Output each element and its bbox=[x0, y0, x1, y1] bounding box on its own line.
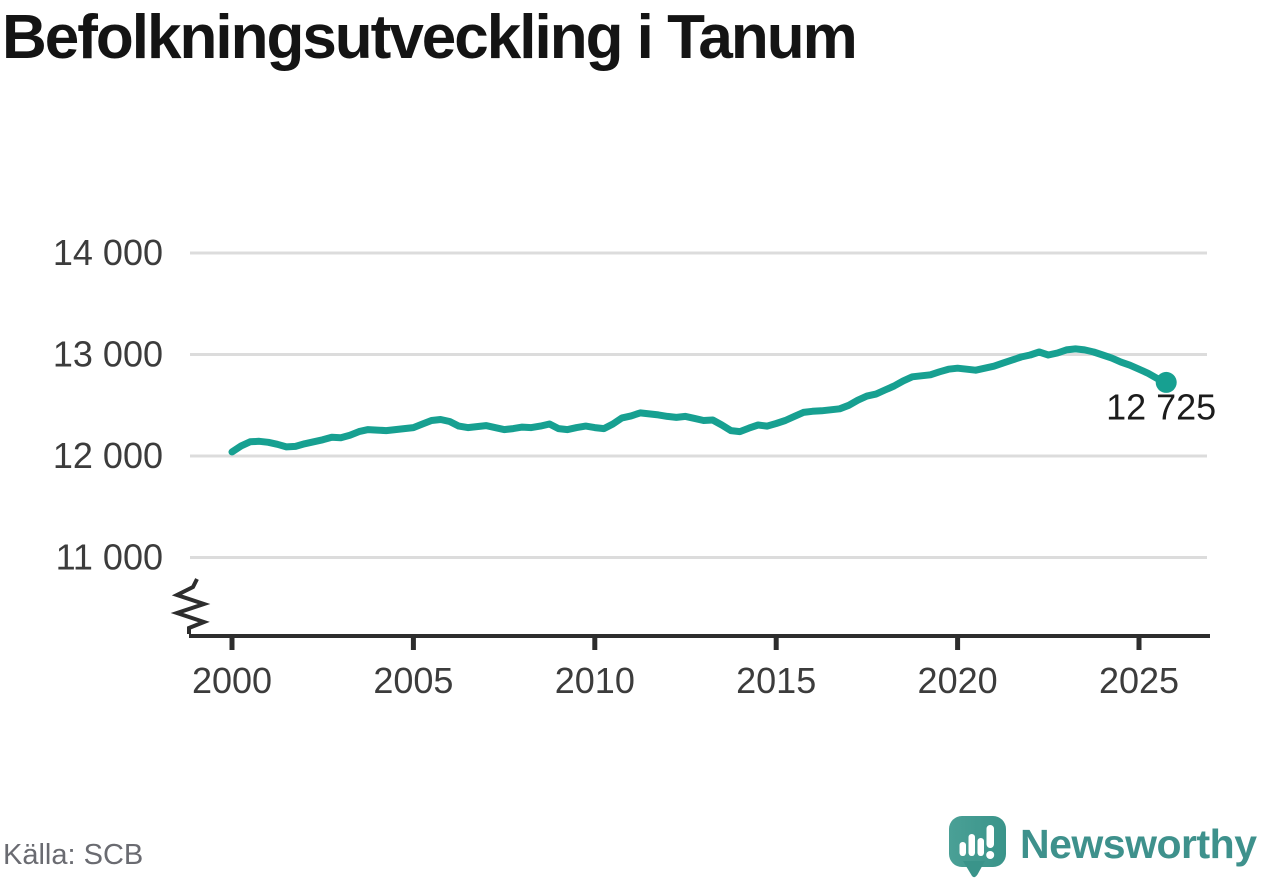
axis-layer bbox=[189, 634, 1210, 650]
y-tick-label: 12 000 bbox=[53, 435, 163, 476]
x-tick-label: 2025 bbox=[1099, 660, 1179, 701]
newsworthy-logo-icon bbox=[949, 816, 1006, 878]
x-tick-label: 2015 bbox=[736, 660, 816, 701]
x-tick-label: 2000 bbox=[192, 660, 272, 701]
brand-footer: Newsworthy bbox=[947, 814, 1262, 878]
series-line bbox=[228, 345, 1170, 456]
x-tick-label: 2010 bbox=[555, 660, 635, 701]
y-tick-label: 11 000 bbox=[56, 537, 163, 578]
y-tick-label: 14 000 bbox=[53, 232, 163, 273]
y-axis-break-icon bbox=[170, 578, 211, 634]
x-tick-label: 2005 bbox=[373, 660, 453, 701]
grid-layer bbox=[190, 251, 1207, 559]
x-tick-label: 2020 bbox=[918, 660, 998, 701]
brand-wordmark: Newsworthy bbox=[1020, 821, 1257, 867]
end-value-label: 12 725 bbox=[1106, 386, 1216, 427]
y-tick-label: 13 000 bbox=[53, 334, 163, 375]
page-title: Befolkningsutveckling i Tanum bbox=[2, 3, 858, 72]
series-end-dot bbox=[1155, 371, 1177, 393]
source-label: Källa: SCB bbox=[3, 839, 144, 871]
label-layer: 11 000 12 000 13 000 14 000 2000 2005 2010 2015… bbox=[53, 232, 1216, 701]
series-layer bbox=[228, 345, 1177, 456]
